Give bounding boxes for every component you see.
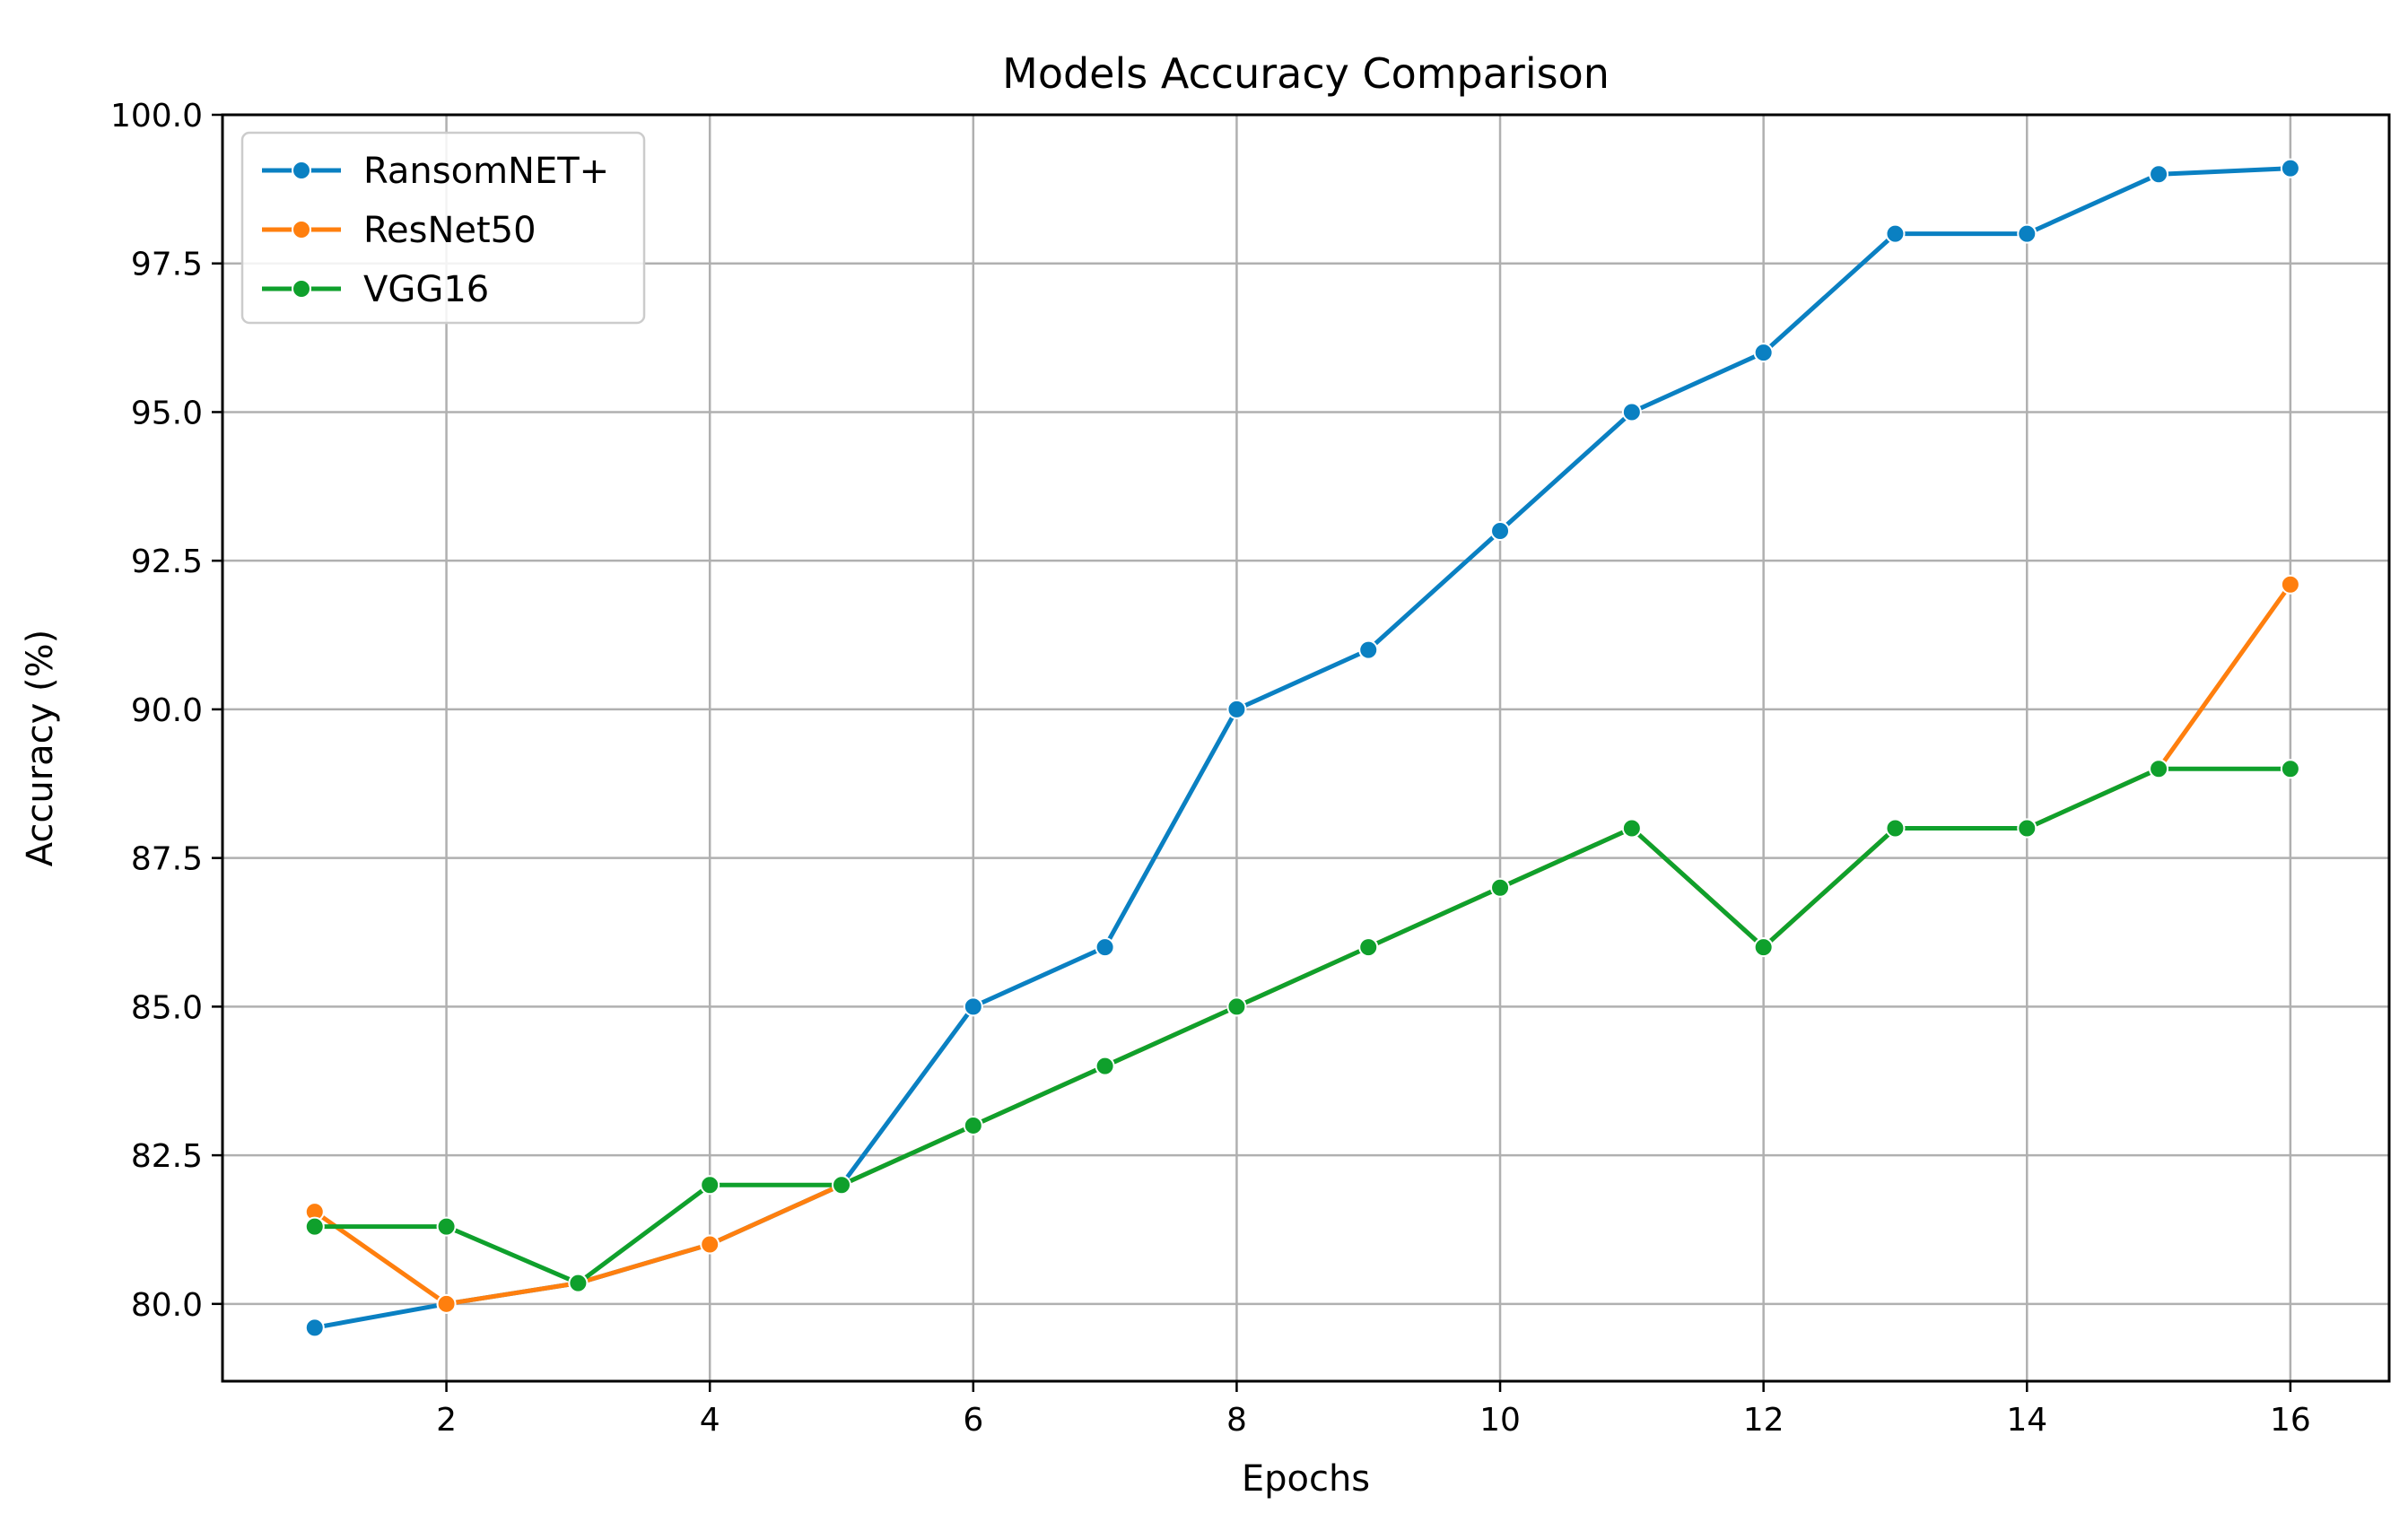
x-tick-label: 4: [700, 1402, 720, 1439]
legend-label: ResNet50: [363, 210, 537, 251]
data-point: [1226, 996, 1247, 1017]
data-point: [2280, 158, 2300, 178]
data-point: [1226, 699, 1247, 719]
x-tick-label: 2: [436, 1402, 457, 1439]
x-tick-label: 16: [2270, 1402, 2311, 1439]
x-axis-label: Epochs: [1242, 1458, 1370, 1500]
data-point: [1358, 937, 1379, 958]
legend-marker: [292, 279, 311, 299]
data-point: [2017, 818, 2037, 839]
series-line: [312, 766, 2293, 1286]
y-tick-label: 87.5: [131, 841, 203, 878]
y-tick-label: 85.0: [131, 989, 203, 1026]
x-tick-label: 12: [1743, 1402, 1784, 1439]
data-point: [1885, 223, 1906, 244]
axis-ticks: 2 4 6 8 10 12 14 16 80.0 82.5 85.0 87.5 90.0 92.5 95.0…: [110, 98, 2311, 1439]
data-point: [1490, 877, 1511, 898]
x-tick-label: 14: [2006, 1402, 2047, 1439]
x-tick-label: 10: [1479, 1402, 1521, 1439]
data-point: [436, 1216, 457, 1237]
data-point: [700, 1234, 720, 1255]
x-tick-label: 6: [963, 1402, 983, 1439]
legend-label: RansomNET+: [363, 151, 609, 192]
data-point: [832, 1175, 851, 1196]
y-tick-label: 92.5: [131, 544, 203, 580]
data-point: [2280, 759, 2300, 779]
y-tick-label: 80.0: [131, 1287, 203, 1324]
y-tick-label: 100.0: [110, 98, 203, 135]
legend-label: VGG16: [363, 269, 489, 310]
data-point: [2280, 574, 2300, 595]
data-point: [1358, 639, 1379, 660]
legend-marker: [292, 161, 311, 180]
data-point: [1753, 937, 1774, 958]
data-point: [1095, 937, 1115, 958]
y-axis-label: Accuracy (%): [20, 630, 61, 867]
data-point: [2149, 759, 2169, 779]
data-point: [436, 1293, 457, 1314]
data-point: [1885, 818, 1906, 839]
data-point: [1095, 1056, 1115, 1076]
data-point: [1490, 521, 1511, 542]
y-tick-label: 90.0: [131, 692, 203, 729]
data-point: [304, 1318, 325, 1338]
series-vgg16: [304, 759, 2300, 1293]
data-point: [963, 1115, 983, 1135]
y-tick-label: 95.0: [131, 395, 203, 431]
data-point: [700, 1175, 720, 1196]
data-point: [1753, 343, 1774, 363]
data-point: [304, 1216, 325, 1237]
legend-box: [240, 131, 646, 325]
data-point: [1621, 402, 1642, 422]
data-point: [2017, 223, 2037, 244]
x-tick-label: 8: [1226, 1402, 1247, 1439]
data-point: [568, 1273, 589, 1293]
data-point: [2149, 164, 2169, 185]
y-tick-label: 97.5: [131, 247, 203, 283]
grid: [222, 113, 2389, 1381]
legend-marker: [292, 220, 311, 239]
data-point: [963, 996, 983, 1017]
y-tick-label: 82.5: [131, 1138, 203, 1175]
series-layer: [304, 158, 2300, 1338]
data-point: [1621, 818, 1642, 839]
legend: RansomNET+ ResNet50 VGG16: [240, 131, 646, 325]
plot-frame: [221, 113, 2391, 1383]
chart-title: Models Accuracy Comparison: [1002, 49, 1610, 98]
